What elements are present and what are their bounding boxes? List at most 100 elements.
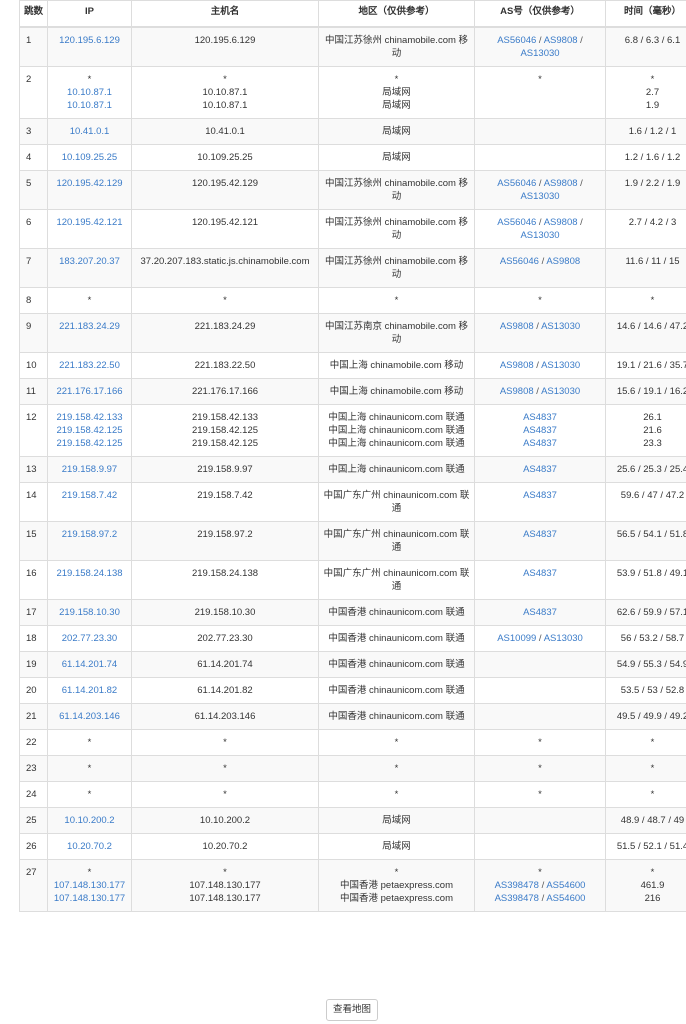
as-link[interactable]: AS4837 xyxy=(523,464,557,475)
region-cell: 局域网 xyxy=(318,833,475,860)
as-link[interactable]: AS56046 xyxy=(497,178,537,189)
ip-link-cell: 10.41.0.1 xyxy=(47,118,132,145)
as-link[interactable]: AS54600 xyxy=(546,880,586,891)
region-cell: 中国江苏徐州 chinamobile.com 移动 xyxy=(318,209,475,249)
as-line: AS4837 xyxy=(478,489,602,502)
ip-link[interactable]: 120.195.6.129 xyxy=(59,35,120,46)
ip-link[interactable]: 10.10.200.2 xyxy=(64,815,115,826)
ip-link[interactable]: 10.20.70.2 xyxy=(67,841,112,852)
table-row: 23 * * * * * xyxy=(19,755,686,782)
region: 中国江苏徐州 chinamobile.com 移动 xyxy=(324,256,469,280)
ip-link-cell: 120.195.6.129 xyxy=(47,26,132,67)
ip-link[interactable]: 107.148.130.177 xyxy=(53,880,126,891)
latency: 2.7 xyxy=(645,87,660,98)
as-link[interactable]: AS56046 xyxy=(497,217,537,228)
ip-link[interactable]: 10.109.25.25 xyxy=(61,152,118,163)
as-link[interactable]: AS13030 xyxy=(520,48,560,59)
table-row: 24 * * * * * xyxy=(19,781,686,808)
table-row: 15 219.158.97.2 219.158.97.2 中国广东广州 chinaun… xyxy=(19,521,686,561)
as-link[interactable]: AS4837 xyxy=(523,490,557,501)
as-link[interactable]: AS10099 xyxy=(497,633,537,644)
latency: 216 xyxy=(644,893,661,904)
ip-link[interactable]: 219.158.7.42 xyxy=(61,490,118,501)
as-link[interactable]: AS56046 xyxy=(497,35,537,46)
ip-link[interactable]: 10.10.87.1 xyxy=(67,87,112,98)
ip-link[interactable]: 10.41.0.1 xyxy=(69,126,110,137)
ip-link[interactable]: 219.158.24.138 xyxy=(56,568,123,579)
as-link[interactable]: AS9808 xyxy=(543,35,578,46)
region-cell: 中国上海 chinamobile.com 移动 xyxy=(318,378,475,405)
as-link[interactable]: AS4837 xyxy=(523,568,557,579)
ip-link[interactable]: 219.158.97.2 xyxy=(61,529,118,540)
header-as: AS号（仅供参考） xyxy=(474,0,606,28)
ip-link[interactable]: 61.14.201.82 xyxy=(61,685,118,696)
ip-link-cell: 219.158.10.30 xyxy=(47,599,132,626)
as-link[interactable]: AS9808 xyxy=(499,321,534,332)
table-row: 21 61.14.203.146 61.14.203.146 中国香港 chinaun… xyxy=(19,703,686,730)
ip-link[interactable]: 221.176.17.166 xyxy=(56,386,123,397)
as-link[interactable]: AS4837 xyxy=(523,412,557,423)
table-row: 12 219.158.42.133 219.158.42.125 219.158.42… xyxy=(19,404,686,457)
hostname: 61.14.203.146 xyxy=(194,711,256,722)
as-link[interactable]: AS13030 xyxy=(541,386,581,397)
as-link[interactable]: AS4837 xyxy=(523,607,557,618)
hop-number: 4 xyxy=(19,144,48,171)
ip-link[interactable]: 219.158.42.125 xyxy=(56,438,123,449)
as-link[interactable]: AS4837 xyxy=(523,425,557,436)
region: 中国香港 chinaunicom.com 联通 xyxy=(328,607,465,618)
hostname: 219.158.7.42 xyxy=(197,490,253,501)
as-link[interactable]: AS9808 xyxy=(499,360,534,371)
ip-link[interactable]: 219.158.10.30 xyxy=(59,607,120,618)
as-link[interactable]: AS13030 xyxy=(520,230,560,241)
latency: * xyxy=(650,295,655,306)
ip-link[interactable]: 221.183.24.29 xyxy=(59,321,120,332)
hop-number: 13 xyxy=(19,456,48,483)
ip-link-cell: * xyxy=(47,755,132,782)
latency: * xyxy=(650,763,655,774)
as-line: * xyxy=(478,736,602,749)
ip-link[interactable]: 221.183.22.50 xyxy=(59,360,120,371)
view-map-button[interactable]: 查看地图 xyxy=(326,999,378,1021)
ip-link[interactable]: 183.207.20.37 xyxy=(59,256,120,267)
ip-link[interactable]: 61.14.203.146 xyxy=(59,711,120,722)
hostname: 107.148.130.177 xyxy=(189,893,261,904)
as-link[interactable]: AS13030 xyxy=(520,191,560,202)
latency-cell: 19.1 / 21.6 / 35.7 xyxy=(605,352,686,379)
as-link[interactable]: AS13030 xyxy=(541,321,581,332)
as-separator: / xyxy=(538,880,547,891)
ip-link[interactable]: 107.148.130.177 xyxy=(53,893,126,904)
latency: 14.6 / 14.6 / 47.2 xyxy=(616,321,686,332)
table-row: 27 * 107.148.130.177 107.148.130.177 * 107.14… xyxy=(19,859,686,912)
as-link[interactable]: AS4837 xyxy=(523,529,557,540)
latency-cell: 1.9 / 2.2 / 1.9 xyxy=(605,170,686,210)
as-link[interactable]: AS4837 xyxy=(523,438,557,449)
as-link[interactable]: AS56046 xyxy=(499,256,539,267)
table-row: 18 202.77.23.30 202.77.23.30 中国香港 chinaunic… xyxy=(19,625,686,652)
latency-cell: 14.6 / 14.6 / 47.2 xyxy=(605,313,686,353)
as-link[interactable]: AS9808 xyxy=(499,386,534,397)
ip-link[interactable]: 219.158.42.125 xyxy=(56,425,123,436)
as-link[interactable]: AS54600 xyxy=(546,893,586,904)
as-link[interactable]: AS398478 xyxy=(494,893,539,904)
ip-link[interactable]: 10.10.87.1 xyxy=(67,100,112,111)
ip-link[interactable]: 202.77.23.30 xyxy=(61,633,118,644)
latency-cell: 54.9 / 55.3 / 54.9 xyxy=(605,651,686,678)
ip-link[interactable]: 120.195.42.121 xyxy=(56,217,123,228)
as-link[interactable]: AS398478 xyxy=(494,880,539,891)
region: 中国江苏徐州 chinamobile.com 移动 xyxy=(324,178,469,202)
ip-link[interactable]: 61.14.201.74 xyxy=(61,659,118,670)
as-separator: / xyxy=(536,217,544,228)
header-time: 时间（毫秒） xyxy=(605,0,686,28)
latency: 62.6 / 59.9 / 57.1 xyxy=(616,607,686,618)
ip-link[interactable]: 120.195.42.129 xyxy=(56,178,123,189)
latency: 53.9 / 51.8 / 49.1 xyxy=(616,568,686,579)
as-link[interactable]: AS9808 xyxy=(546,256,581,267)
as-link[interactable]: AS13030 xyxy=(541,360,581,371)
as-link[interactable]: AS9808 xyxy=(543,217,578,228)
as-link[interactable]: AS9808 xyxy=(543,178,578,189)
ip-link[interactable]: 219.158.9.97 xyxy=(61,464,118,475)
ip-link[interactable]: 219.158.42.133 xyxy=(56,412,123,423)
as-link[interactable]: AS13030 xyxy=(543,633,583,644)
as-cell: AS4837 xyxy=(474,599,606,626)
as-cell: AS56046 / AS9808 / AS13030 xyxy=(474,26,606,67)
